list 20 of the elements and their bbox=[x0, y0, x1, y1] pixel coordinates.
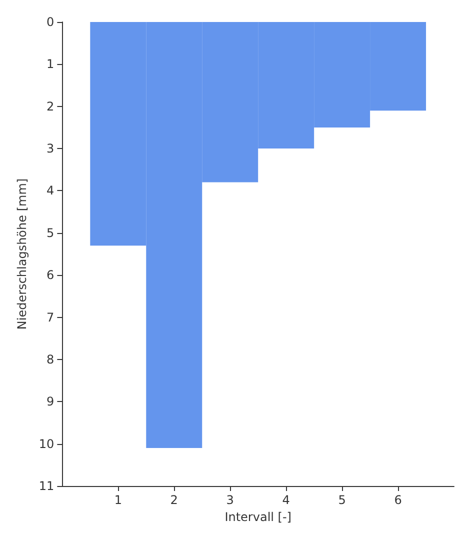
y-tick-label: 0 bbox=[46, 15, 54, 29]
y-tick-label: 7 bbox=[46, 310, 54, 324]
y-tick-label: 11 bbox=[38, 479, 54, 493]
y-tick-label: 6 bbox=[46, 268, 54, 282]
x-tick-label: 4 bbox=[282, 493, 290, 507]
y-tick-label: 8 bbox=[46, 352, 54, 366]
y-tick-label: 4 bbox=[46, 184, 54, 198]
x-tick-label: 1 bbox=[114, 493, 122, 507]
x-tick-label: 5 bbox=[338, 493, 346, 507]
y-axis-title: Niederschlagshöhe [mm] bbox=[15, 178, 29, 330]
y-tick-label: 2 bbox=[46, 99, 54, 114]
x-tick-label: 6 bbox=[394, 493, 402, 507]
y-tick-label: 10 bbox=[38, 436, 54, 451]
x-tick-label: 2 bbox=[170, 493, 178, 507]
x-tick-label: 3 bbox=[226, 493, 234, 507]
y-tick-label: 3 bbox=[46, 142, 54, 156]
x-axis-title: Intervall [-] bbox=[224, 510, 292, 524]
y-tick-label: 5 bbox=[46, 226, 54, 240]
y-tick-label: 9 bbox=[46, 394, 54, 409]
y-tick-label: 1 bbox=[46, 57, 54, 72]
